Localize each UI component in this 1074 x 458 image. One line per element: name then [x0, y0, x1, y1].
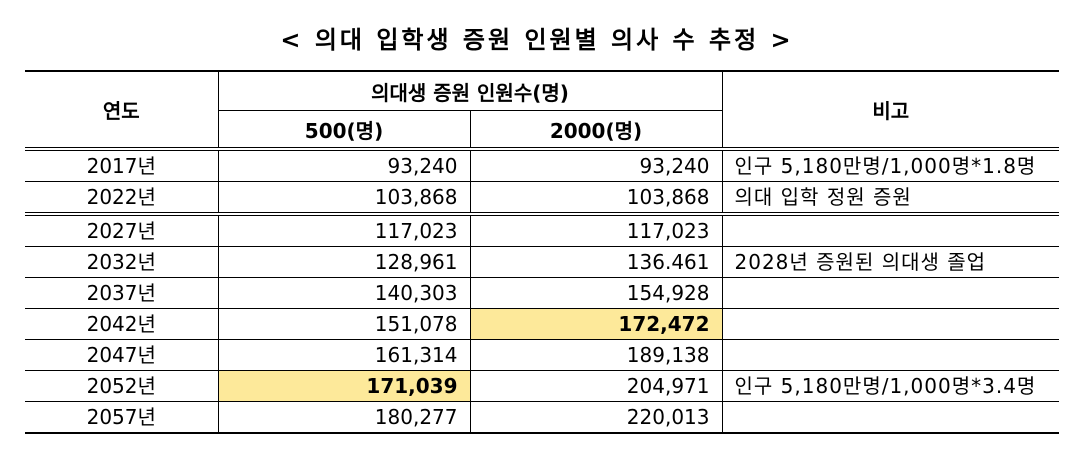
header-row-2: 500(명) 2000(명) [25, 110, 1059, 151]
value-500-cell: 103,868 [217, 181, 470, 216]
table-row: 2032년 128,961 136.461 2028년 증원된 의대생 졸업 [25, 246, 1059, 278]
table-row: 2047년 161,314 189,138 [25, 339, 1059, 371]
note-cell [721, 277, 1059, 309]
header-increase-group: 의대생 증원 인원수(명) [217, 70, 723, 111]
value-2000-cell: 103,868 [469, 181, 722, 216]
doctor-estimate-table: 연도 의대생 증원 인원수(명) 비고 500(명) 2000(명) 2017년… [25, 70, 1059, 434]
note-cell: 의대 입학 정원 증원 [721, 181, 1059, 216]
value-2000-cell: 154,928 [469, 277, 722, 309]
year-cell: 2057년 [25, 401, 218, 434]
value-2000-cell: 136.461 [469, 246, 722, 278]
value-2000-cell: 117,023 [469, 214, 722, 247]
note-cell [721, 214, 1059, 247]
value-2000-cell: 204,971 [469, 370, 722, 402]
year-cell: 2037년 [25, 277, 218, 309]
note-cell: 2028년 증원된 의대생 졸업 [721, 246, 1059, 278]
header-year: 연도 [25, 70, 218, 151]
year-cell: 2047년 [25, 339, 218, 371]
year-cell: 2022년 [25, 181, 218, 216]
header-row-1: 연도 의대생 증원 인원수(명) 비고 [25, 70, 1059, 151]
value-2000-cell-highlighted: 172,472 [469, 308, 722, 340]
year-cell: 2052년 [25, 370, 218, 402]
table-row: 2027년 117,023 117,023 [25, 214, 1059, 247]
value-2000-cell: 93,240 [469, 149, 722, 182]
table-row: 2017년 93,240 93,240 인구 5,180만명/1,000명*1.… [25, 149, 1059, 182]
value-500-cell-highlighted: 171,039 [217, 370, 470, 402]
value-2000-cell: 220,013 [469, 401, 722, 434]
table-row: 2037년 140,303 154,928 [25, 277, 1059, 309]
header-2000: 2000(명) [469, 110, 723, 151]
value-500-cell: 93,240 [217, 149, 470, 182]
table-row: 2057년 180,277 220,013 [25, 401, 1059, 434]
table-row: 2052년 171,039 204,971 인구 5,180만명/1,000명*… [25, 370, 1059, 402]
header-500: 500(명) [217, 110, 470, 151]
year-cell: 2027년 [25, 214, 218, 247]
value-500-cell: 140,303 [217, 277, 470, 309]
note-cell [721, 339, 1059, 371]
header-note: 비고 [722, 70, 1059, 151]
year-cell: 2017년 [25, 149, 218, 182]
table-row: 2042년 151,078 172,472 [25, 308, 1059, 340]
value-500-cell: 151,078 [217, 308, 470, 340]
year-cell: 2042년 [25, 308, 218, 340]
note-cell: 인구 5,180만명/1,000명*3.4명 [721, 370, 1059, 402]
table-title: < 의대 입학생 증원 인원별 의사 수 추정 > [280, 26, 794, 54]
value-500-cell: 161,314 [217, 339, 470, 371]
note-cell [721, 308, 1059, 340]
value-500-cell: 180,277 [217, 401, 470, 434]
note-cell [721, 401, 1059, 434]
value-2000-cell: 189,138 [469, 339, 722, 371]
year-cell: 2032년 [25, 246, 218, 278]
value-500-cell: 128,961 [217, 246, 470, 278]
note-cell: 인구 5,180만명/1,000명*1.8명 [721, 149, 1059, 182]
table-row: 2022년 103,868 103,868 의대 입학 정원 증원 [25, 181, 1059, 216]
value-500-cell: 117,023 [217, 214, 470, 247]
